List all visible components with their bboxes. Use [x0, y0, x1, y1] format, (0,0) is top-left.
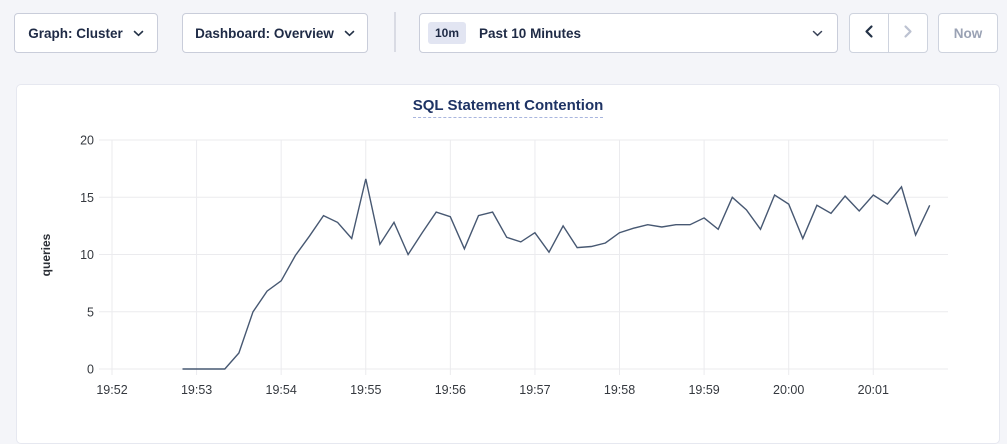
chevron-down-icon	[344, 30, 355, 37]
x-tick-label: 19:57	[519, 383, 550, 397]
chart-title[interactable]: SQL Statement Contention	[412, 97, 604, 118]
time-window-badge: 10m	[428, 22, 467, 44]
time-step-group	[849, 13, 928, 53]
x-tick-label: 19:58	[604, 383, 635, 397]
x-tick-label: 19:54	[266, 383, 297, 397]
dashboard-dropdown-label: Dashboard: Overview	[195, 25, 334, 41]
chart-title-row: SQL Statement Contention	[17, 85, 999, 121]
time-range-label: Past 10 Minutes	[479, 25, 582, 41]
graph-dropdown[interactable]: Graph: Cluster	[14, 13, 158, 53]
y-tick-label: 10	[80, 248, 94, 262]
y-tick-label: 15	[80, 191, 94, 205]
now-button[interactable]: Now	[938, 13, 998, 53]
dashboard-dropdown[interactable]: Dashboard: Overview	[182, 13, 368, 53]
x-tick-label: 19:55	[350, 383, 381, 397]
time-range-dropdown[interactable]: 10m Past 10 Minutes	[419, 13, 838, 53]
x-tick-label: 19:59	[688, 383, 719, 397]
chart-card: SQL Statement Contention 0 5 10 15 20 19:52 19…	[16, 84, 1000, 444]
graph-dropdown-label: Graph: Cluster	[28, 25, 123, 41]
y-tick-label: 20	[80, 134, 94, 148]
contention-chart[interactable]: 0 5 10 15 20 19:52 19:53 19:54 19:55 19:56 19:57 19…	[17, 85, 1001, 433]
chevron-down-icon	[133, 30, 144, 37]
x-tick-label: 20:01	[858, 383, 889, 397]
time-forward-button[interactable]	[888, 14, 927, 52]
x-tick-label: 20:00	[773, 383, 804, 397]
chevron-right-icon	[902, 24, 914, 42]
chevron-left-icon	[863, 24, 875, 42]
time-back-button[interactable]	[850, 14, 888, 52]
chevron-down-icon	[812, 30, 823, 37]
y-axis-label: queries	[39, 233, 53, 276]
x-tick-label: 19:53	[181, 383, 212, 397]
y-tick-label: 5	[87, 305, 94, 319]
toolbar-divider	[394, 12, 396, 52]
series-line	[182, 178, 931, 370]
x-tick-label: 19:52	[96, 383, 127, 397]
y-tick-label: 0	[87, 363, 94, 377]
x-tick-label: 19:56	[435, 383, 466, 397]
